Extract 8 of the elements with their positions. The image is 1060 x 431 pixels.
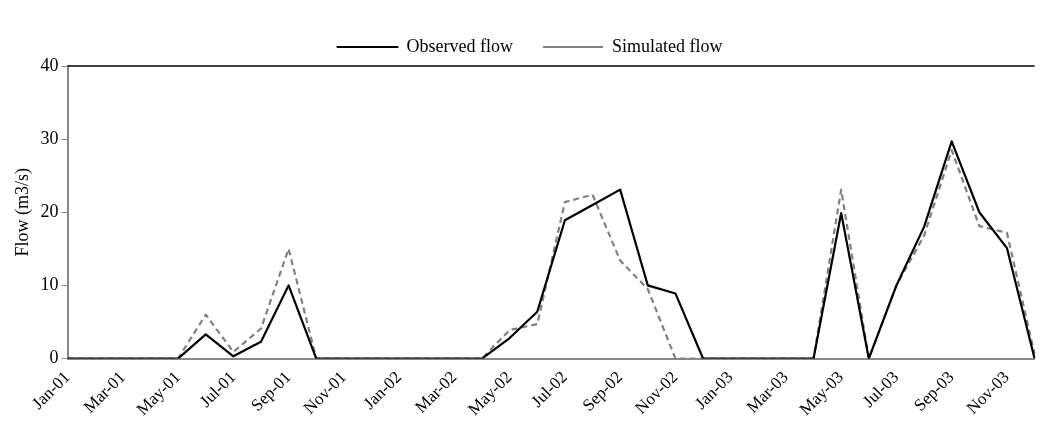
y-tick-label: 40 <box>40 54 59 75</box>
y-tick-label: 0 <box>49 347 59 368</box>
y-axis-title: Flow (m3/s) <box>11 168 33 257</box>
legend-label: Simulated flow <box>611 35 723 56</box>
y-tick-label: 30 <box>40 127 59 148</box>
legend-label: Observed flow <box>406 35 514 56</box>
y-tick-label: 20 <box>40 200 59 221</box>
y-tick-label: 10 <box>40 274 59 295</box>
